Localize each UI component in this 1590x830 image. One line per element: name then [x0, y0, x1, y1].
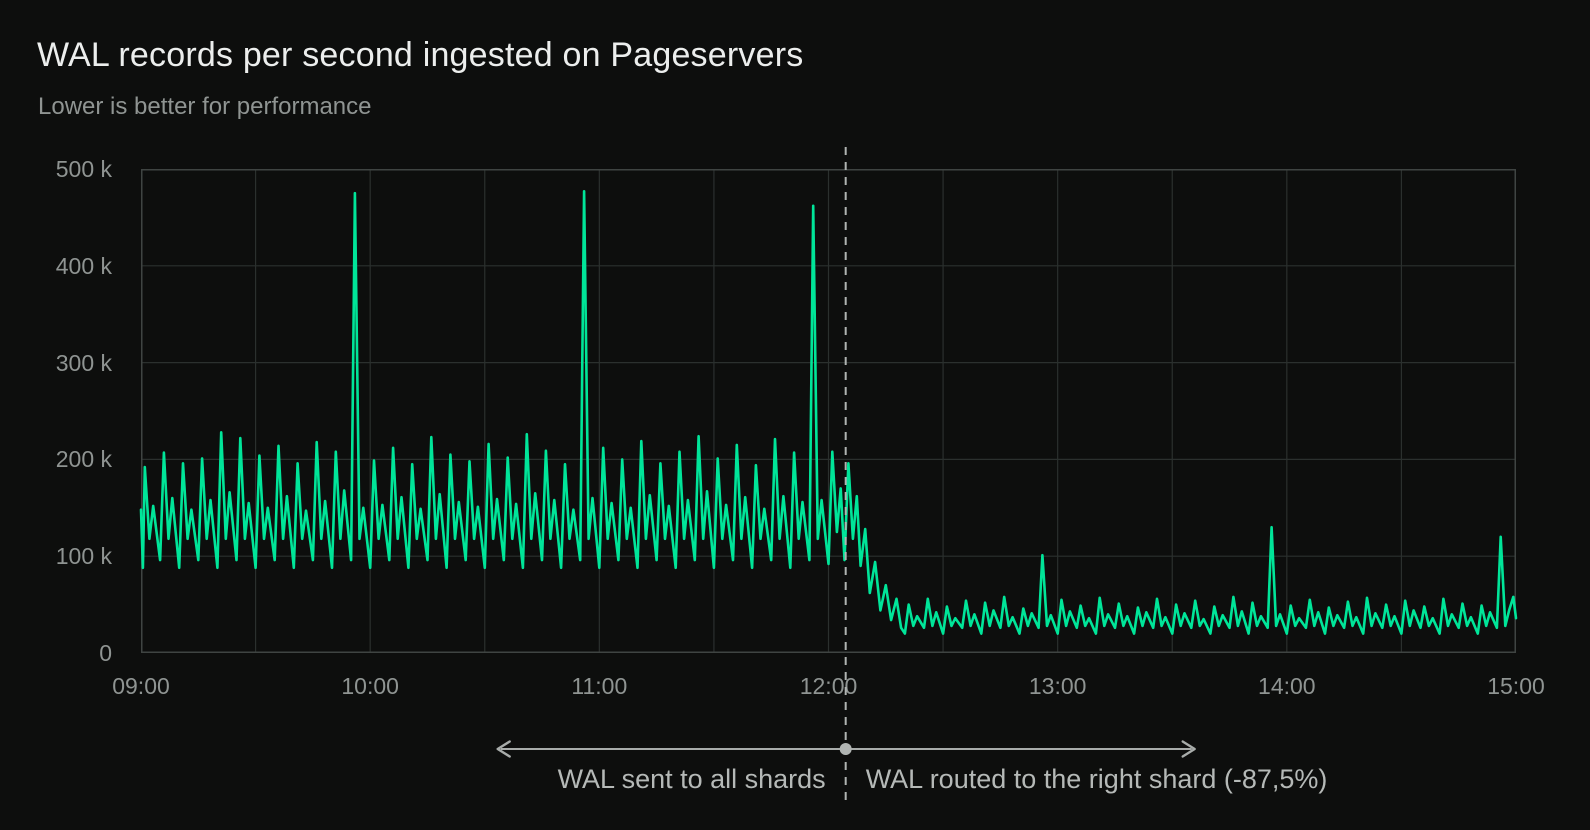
y-tick-label: 500 k — [55, 156, 112, 182]
plot-area — [139, 169, 1518, 653]
x-tick-label: 09:00 — [112, 673, 170, 699]
plot-border — [141, 169, 1516, 653]
annotation-label-right: WAL routed to the right shard (-87,5%) — [865, 764, 1328, 794]
annotation-label-left: WAL sent to all shards — [557, 764, 826, 794]
y-tick-label: 100 k — [55, 543, 112, 570]
arrowhead-right — [1181, 740, 1196, 758]
x-tick-label: 14:00 — [1258, 673, 1316, 699]
page-title: WAL records per second ingested on Pages… — [37, 36, 804, 74]
x-tick-label: 11:00 — [571, 673, 628, 699]
y-tick-label: 400 k — [55, 252, 112, 279]
y-tick-label: 300 k — [55, 349, 112, 376]
x-tick-label: 12:00 — [799, 673, 858, 699]
wal-series-line — [139, 190, 1518, 635]
x-tick-label: 15:00 — [1487, 673, 1545, 699]
x-tick-label: 10:00 — [341, 673, 399, 699]
split-dot — [839, 743, 852, 755]
x-tick-label: 13:00 — [1028, 673, 1087, 699]
y-tick-label: 200 k — [55, 446, 112, 473]
page-subtitle: Lower is better for performance — [38, 93, 372, 120]
y-tick-label: 0 — [99, 640, 112, 666]
arrowhead-left — [496, 740, 511, 758]
